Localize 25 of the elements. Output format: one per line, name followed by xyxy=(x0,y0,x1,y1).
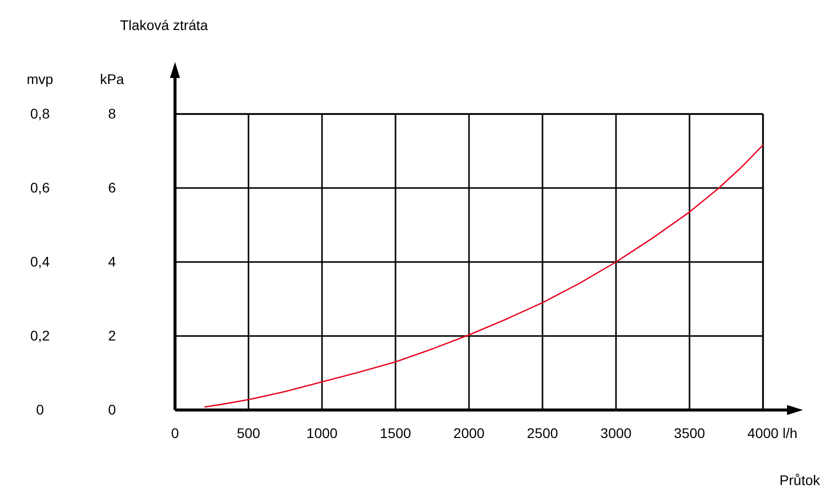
x-tick-label: 2500 xyxy=(526,425,558,441)
x-tick-label: 4000 xyxy=(747,425,779,441)
y2-tick-label: 0,2 xyxy=(30,327,50,344)
y2-tick-label: 0,4 xyxy=(30,253,50,270)
y2-tick-label: 0,8 xyxy=(30,105,50,122)
y-tick-label: 6 xyxy=(108,179,116,196)
text: Průtok xyxy=(780,472,821,488)
y-tick-label: 4 xyxy=(108,253,116,270)
y-tick-label: 2 xyxy=(108,327,116,344)
y2-axis-title: mvp xyxy=(26,71,54,87)
y2-tick-label: 0 xyxy=(36,401,44,418)
x-tick-label: 0 xyxy=(171,425,180,441)
x-axis-title: l/h xyxy=(782,425,798,441)
x-tick-label: 3500 xyxy=(674,425,706,441)
text: Tlaková ztráta xyxy=(120,17,208,33)
x-tick-label: 2000 xyxy=(453,425,485,441)
line-series xyxy=(204,144,764,408)
x-tick-label: 3000 xyxy=(600,425,632,441)
y-tick-label: 8 xyxy=(108,105,116,122)
y2-tick-label: 0,6 xyxy=(30,179,50,196)
x-tick-label: 1000 xyxy=(306,425,338,441)
y-tick-label: 0 xyxy=(108,401,116,418)
y-axis-title: kPa xyxy=(100,71,124,87)
x-tick-label: 1500 xyxy=(380,425,412,441)
x-tick-label: 500 xyxy=(236,425,260,441)
